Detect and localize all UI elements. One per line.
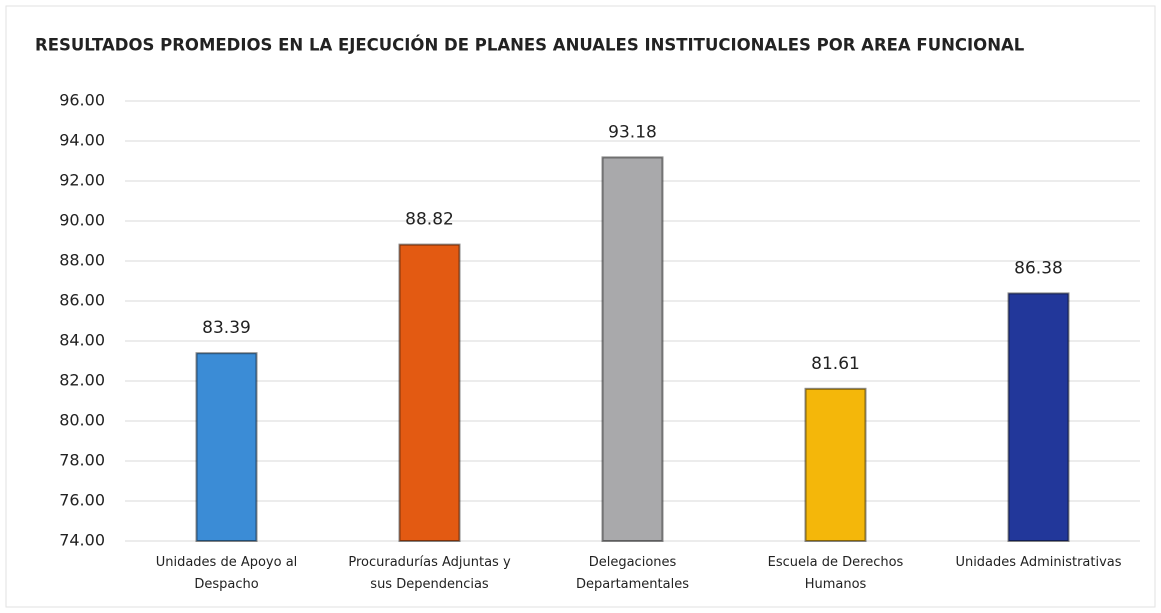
bar bbox=[398, 243, 461, 542]
x-tick-label: Procuradurías Adjuntas y sus Dependencia… bbox=[348, 555, 511, 592]
data-label: 81.61 bbox=[811, 354, 860, 374]
x-tick-label: Unidades Administrativas bbox=[955, 555, 1122, 570]
chart-border bbox=[5, 5, 1156, 608]
x-tick-label: Unidades de Apoyo al Despacho bbox=[155, 555, 298, 592]
y-tick-label: 82.00 bbox=[59, 371, 105, 390]
y-tick-label: 84.00 bbox=[59, 331, 105, 350]
data-label: 88.82 bbox=[405, 210, 454, 230]
data-label: 93.18 bbox=[608, 122, 657, 142]
y-tick-label: 88.00 bbox=[59, 251, 105, 270]
y-tick-label: 86.00 bbox=[59, 291, 105, 310]
y-tick-label: 74.00 bbox=[59, 531, 105, 550]
bar bbox=[195, 352, 258, 543]
y-tick-label: 80.00 bbox=[59, 411, 105, 430]
y-tick-label: 94.00 bbox=[59, 131, 105, 150]
x-tick-label: Delegaciones Departamentales bbox=[576, 555, 689, 592]
y-tick-label: 78.00 bbox=[59, 451, 105, 470]
data-label: 86.38 bbox=[1014, 258, 1063, 278]
y-tick-label: 92.00 bbox=[59, 171, 105, 190]
bar bbox=[804, 387, 867, 542]
x-tick-label: Escuela de Derechos Humanos bbox=[767, 555, 904, 592]
data-label: 83.39 bbox=[202, 318, 251, 338]
bar bbox=[601, 156, 664, 542]
bar bbox=[1007, 292, 1070, 542]
y-tick-label: 96.00 bbox=[59, 91, 105, 110]
y-tick-label: 90.00 bbox=[59, 211, 105, 230]
chart-title: RESULTADOS PROMEDIOS EN LA EJECUCIÓN DE … bbox=[35, 36, 1025, 55]
y-tick-label: 76.00 bbox=[59, 491, 105, 510]
